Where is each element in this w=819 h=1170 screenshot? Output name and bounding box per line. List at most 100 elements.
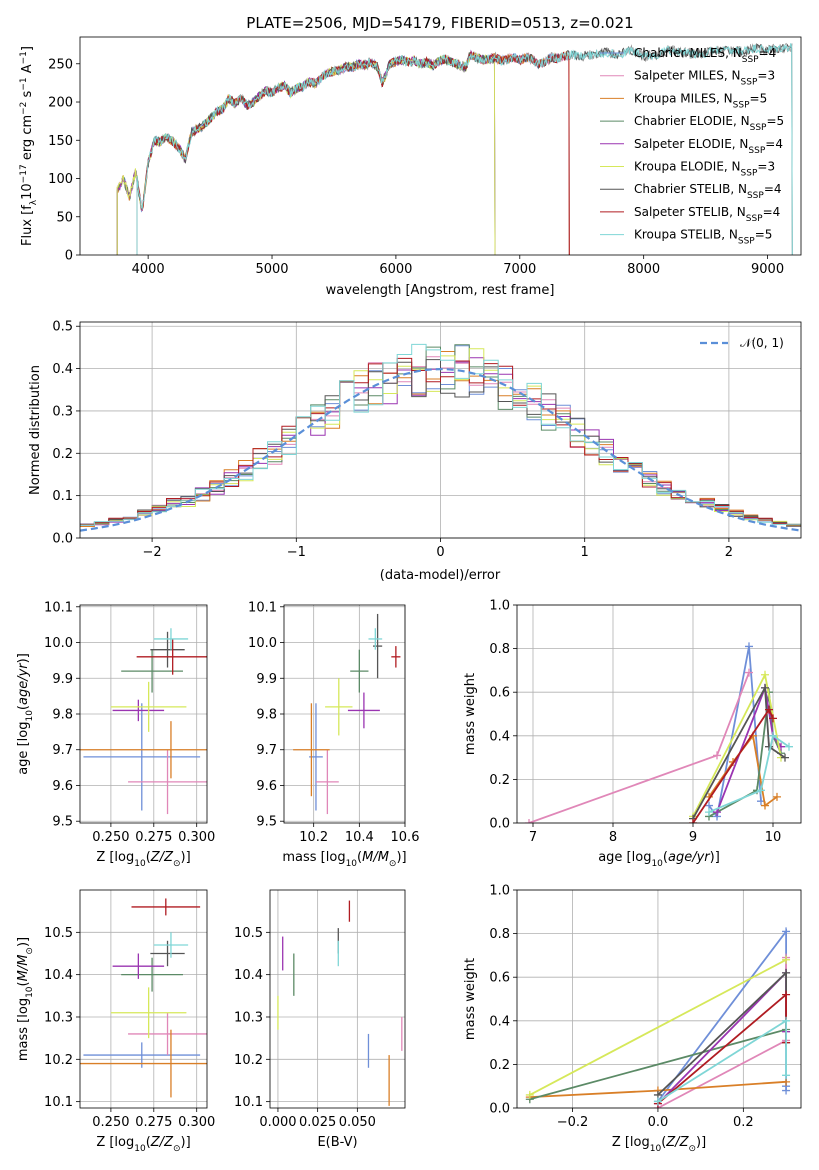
y-tick-label: 9.9 (52, 672, 73, 687)
x-tick-label: 0.250 (92, 830, 129, 845)
weight-line (708, 646, 762, 819)
weight-marker (769, 731, 777, 740)
x-tick-label: −1 (287, 545, 306, 560)
label-part: =3 (757, 69, 775, 83)
axes-frame (79, 889, 208, 1109)
label-part: ⊙ (25, 947, 35, 955)
label-part: M/M (362, 850, 389, 865)
y-tick-label: 10.2 (44, 1053, 73, 1068)
label-part: Kroupa MILES, N (634, 91, 733, 105)
weight-line (657, 992, 787, 1105)
label-part: E(B-V) (317, 1135, 357, 1150)
label-part: ⊙ (173, 1144, 181, 1154)
weight-marker (782, 1086, 791, 1095)
weight-marker (782, 927, 791, 936)
weight-marker (769, 714, 777, 723)
label-part: )] (696, 1135, 706, 1150)
legend-entry: Chabrier STELIB, NSSP=4 (634, 182, 782, 201)
x-tick-label: 0.050 (339, 1115, 376, 1130)
y-tick-label: 10.1 (234, 1095, 263, 1110)
y-tick-label: 0 (65, 249, 73, 264)
y-tick-label: 0.2 (489, 1058, 510, 1073)
label-part: Kroupa ELODIE, N (634, 160, 741, 174)
y-tick-label: 0.1 (52, 489, 73, 504)
weight-line (708, 734, 790, 813)
label-part: M/M (16, 955, 31, 982)
axes-frame (269, 889, 406, 1109)
x-tick-label: 0.0 (648, 1115, 669, 1130)
x-tick-label: 0.000 (259, 1115, 296, 1130)
x-tick-label: 2 (725, 545, 733, 560)
x-axis-label: wavelength [Angstrom, rest frame] (326, 283, 555, 298)
y-tick-label: 10.1 (248, 600, 277, 615)
weight-marker (785, 742, 793, 751)
axes-frame (79, 321, 802, 539)
label-part: SSP (746, 214, 763, 224)
legend-entry: Kroupa ELODIE, NSSP=3 (634, 160, 775, 179)
axes-residual-distribution: −2 −1 0 1 2 0.0 0.1 0.2 0.3 0.4 0.5 (data-model)/er… (28, 320, 802, 583)
model-spectrum-salpeter-stelib (136, 51, 570, 255)
label-part: Flux [f (20, 205, 35, 246)
axes-frame (283, 604, 406, 824)
label-part: =5 (755, 228, 773, 242)
label-part: SSP (742, 55, 759, 65)
label-part: Z/Z (150, 850, 174, 865)
label-part: 10 (134, 859, 146, 869)
weight-marker (761, 683, 769, 692)
x-tick-label: 0.2 (733, 1115, 754, 1130)
label-part: 10 (650, 1144, 662, 1154)
y-tick-label: 10.3 (44, 1010, 73, 1025)
label-part: ⊙ (389, 859, 397, 869)
y-tick-label: 0.6 (489, 971, 510, 986)
axes-frame (79, 604, 208, 824)
x-tick-label: 8 (609, 830, 617, 845)
y-tick-label: 0.2 (52, 447, 73, 462)
weight-line (529, 959, 787, 1096)
x-tick-label: 0.275 (135, 1115, 172, 1130)
model-spectrum-kroupa-miles (116, 51, 570, 255)
y-tick-label: 0.4 (489, 729, 510, 744)
label-part: Z [log (96, 850, 134, 865)
label-part: wavelength [Angstrom, rest frame] (326, 283, 555, 298)
label-part: SSP (738, 237, 755, 247)
plot-content (80, 628, 207, 815)
axes-age-vs-Z: 0.250 0.275 0.300 9.5 9.6 9.7 9.8 9.9 10.0 10.1 Z … (16, 600, 215, 869)
weight-marker (761, 801, 769, 810)
label-part: 10 (651, 859, 663, 869)
plot-content (525, 642, 793, 823)
y-tick-label: 10.1 (44, 600, 73, 615)
x-tick-label: 8000 (627, 262, 660, 277)
y-tick-label: 0.0 (489, 1102, 510, 1117)
label-part: ⊙ (173, 859, 181, 869)
label-part: age/yr (16, 662, 31, 705)
y-tick-label: 200 (48, 96, 73, 111)
y-tick-label: 9.7 (52, 743, 73, 758)
label-part: ( (663, 850, 668, 865)
weight-marker (765, 742, 773, 751)
label-part: SSP (750, 123, 767, 133)
label-part: Z [log (612, 1135, 650, 1150)
axes-age-vs-mass: 10.2 10.4 10.6 9.5 9.6 9.7 9.8 9.9 10.0 10.1 mass … (248, 600, 419, 869)
label-part: 10 (25, 986, 35, 998)
label-part: )] (16, 653, 31, 663)
weight-marker (761, 670, 769, 679)
label-part: Chabrier MILES, N (634, 46, 742, 60)
y-tick-label: 10.2 (234, 1053, 263, 1068)
label-part: =4 (764, 182, 782, 196)
legend-entry: Chabrier ELODIE, NSSP=5 (634, 114, 784, 133)
x-tick-label: 10.2 (299, 830, 328, 845)
axes-mass-vs-Z: 0.250 0.275 0.300 10.1 10.2 10.3 10.4 10.5 Z [lo… (16, 889, 215, 1154)
legend-entry: Salpeter MILES, NSSP=3 (634, 69, 775, 88)
x-tick-label: 10 (765, 830, 782, 845)
x-tick-label: 10.6 (391, 830, 420, 845)
y-tick-label: 9.7 (256, 743, 277, 758)
label-part: 10 (134, 1144, 146, 1154)
legend-entry: Kroupa STELIB, NSSP=5 (634, 228, 772, 247)
x-tick-label: 5000 (255, 262, 288, 277)
weight-marker (525, 819, 533, 823)
y-tick-label: 10.1 (44, 1095, 73, 1110)
label-part: Salpeter ELODIE, N (634, 137, 748, 151)
y-tick-label: 10.4 (44, 968, 73, 983)
